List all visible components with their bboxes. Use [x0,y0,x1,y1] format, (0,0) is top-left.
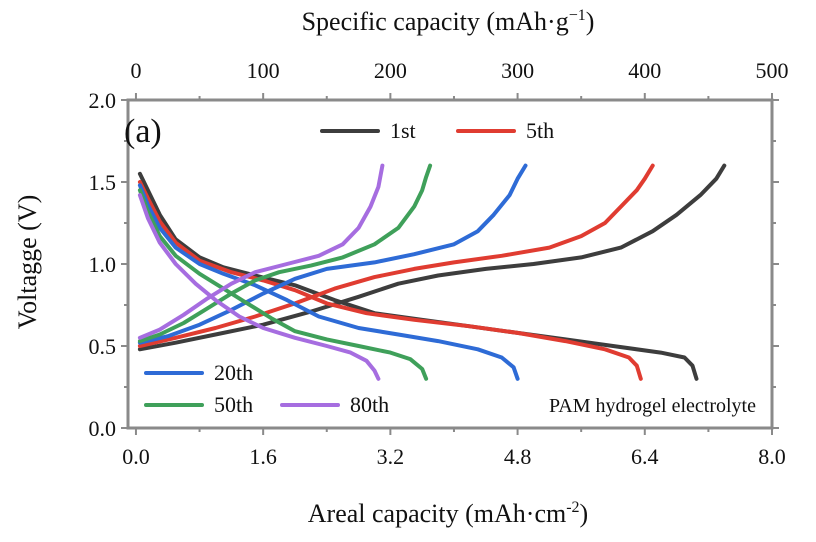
series-line-50th-discharge [137,188,429,381]
x-axis-title-bottom: Areal capacity (mAh·cm-2) [308,499,588,528]
plot-area [137,163,727,381]
x-top-tick-label: 500 [756,58,789,83]
x-tick-label: 4.8 [504,444,532,469]
series-line-5th-discharge [137,180,643,381]
panel-label: (a) [124,113,162,150]
labels: (a) PAM hydrogel electrolyte Voltagge (V… [13,7,756,528]
legend-label-20th: 20th [214,360,253,385]
x-top-tick-label: 200 [374,58,407,83]
x-tick-label: 0.0 [122,444,150,469]
y-tick-label: 0.5 [89,334,117,359]
legend: 1st 5th 20th 50th 80th [144,118,554,417]
y-tick-label: 1.0 [89,252,117,277]
y-tick-label: 0.0 [89,416,117,441]
y-tick-label: 2.0 [89,88,117,113]
series-line-20th-charge [137,163,528,345]
x-tick-label: 3.2 [377,444,405,469]
series-line-1st-charge [137,163,727,352]
x-tick-label: 1.6 [249,444,277,469]
legend-label-1st: 1st [390,118,416,143]
series-line-1st-discharge [137,171,699,381]
series-line-80th-charge [137,163,385,340]
series-line-50th-charge [137,163,433,344]
legend-label-5th: 5th [526,118,554,143]
x-top-tick-label: 0 [130,58,141,83]
legend-label-80th: 80th [350,392,389,417]
annotation-text: PAM hydrogel electrolyte [549,395,756,417]
x-tick-label: 8.0 [758,444,786,469]
series-line-5th-charge [137,163,655,348]
x-top-tick-label: 300 [501,58,534,83]
x-axis-title-top: Specific capacity (mAh·g−1) [302,7,595,36]
y-axis-title: Voltagge (V) [13,195,42,330]
series-line-80th-discharge [137,193,381,381]
axes: 0.0 1.6 3.2 4.8 6.4 8.0 0 100 200 300 400 500 0.0 0.5… [89,58,789,469]
x-top-tick-label: 400 [628,58,661,83]
y-tick-label: 1.5 [89,170,117,195]
series-line-20th-discharge [137,183,520,381]
legend-label-50th: 50th [214,392,253,417]
x-tick-label: 6.4 [631,444,659,469]
x-top-tick-label: 100 [247,58,280,83]
